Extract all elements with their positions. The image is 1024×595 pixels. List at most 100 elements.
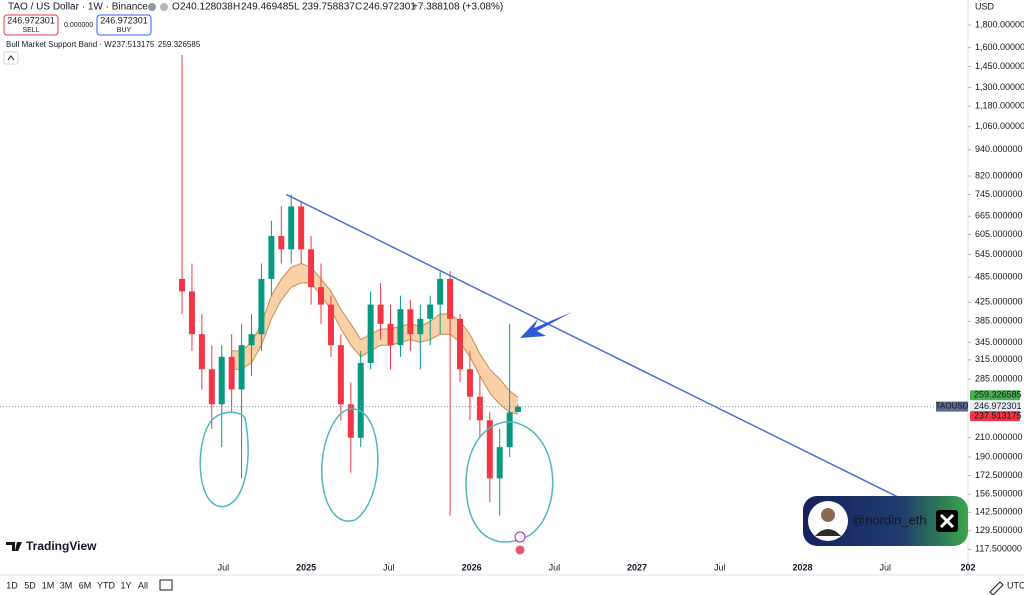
x-tick-label: 2027 xyxy=(627,562,647,572)
x-tick-label: 2025 xyxy=(296,562,316,572)
candle-body xyxy=(437,278,444,305)
price-tag xyxy=(970,390,1020,401)
candle-body xyxy=(427,304,434,319)
candle-body xyxy=(218,356,225,405)
y-tick-label: 1,180.000000 xyxy=(975,100,1024,110)
price-tag xyxy=(970,411,1020,422)
y-tick-label: 142.500000 xyxy=(975,507,1023,517)
y-tick-label: 345.000000 xyxy=(975,337,1023,347)
y-tick-label: 820.000000 xyxy=(975,170,1023,180)
range-button[interactable]: All xyxy=(138,580,148,590)
ohlc-letter: L xyxy=(294,2,300,13)
candle-body xyxy=(188,291,195,335)
date-range-icon[interactable] xyxy=(159,579,173,591)
y-tick-label: 1,060.000000 xyxy=(975,121,1024,131)
collapse-icon xyxy=(7,55,15,61)
buy-price: 246.972301 xyxy=(100,15,148,25)
candle-body xyxy=(447,278,454,319)
candle-body xyxy=(298,206,305,250)
candle-body xyxy=(308,249,315,288)
x-tick-label: 2026 xyxy=(462,562,482,572)
candle-body xyxy=(179,278,186,292)
y-tick-label: 1,300.000000 xyxy=(975,82,1024,92)
candle-body xyxy=(347,404,354,438)
buy-button[interactable] xyxy=(96,14,152,36)
x-tick-label: Jul xyxy=(549,562,561,572)
ruler-icon[interactable] xyxy=(989,581,1004,595)
status-icon xyxy=(148,3,156,11)
price-tag-label: 259.326585 xyxy=(974,390,1022,400)
y-tick-label: 425.000000 xyxy=(975,297,1023,307)
y-tick-label: 1,450.000000 xyxy=(975,61,1024,71)
y-tick-label: 315.000000 xyxy=(975,354,1023,364)
candle-body xyxy=(258,278,265,335)
event-icon[interactable] xyxy=(514,544,526,556)
band-line xyxy=(231,263,519,398)
candle-body xyxy=(357,362,364,438)
badge-handle: @nordin_eth xyxy=(852,512,927,527)
y-tick-label: 545.000000 xyxy=(975,249,1023,259)
event-icon[interactable] xyxy=(514,531,526,543)
watermark: TradingView xyxy=(6,539,97,553)
spread: 0.000000 xyxy=(64,22,93,29)
range-button[interactable]: 3M xyxy=(60,580,73,590)
range-button[interactable]: 1D xyxy=(6,580,18,590)
ohlc-legend: O 240.128038 H 249.469485 L 239.758837 C 246.97… xyxy=(172,2,503,13)
plot-area xyxy=(0,54,968,516)
range-button[interactable]: 1M xyxy=(42,580,55,590)
ohlc-change: +7.388108 (+3.08%) xyxy=(412,2,503,13)
y-tick-label: 745.000000 xyxy=(975,189,1023,199)
candle-body xyxy=(278,236,285,250)
y-tick-label: 665.000000 xyxy=(975,211,1023,221)
range-button[interactable]: 1Y xyxy=(120,580,131,590)
y-tick-label: 1,800.000000 xyxy=(975,19,1024,29)
y-tick-label: 940.000000 xyxy=(975,144,1023,154)
candle-body xyxy=(466,369,473,397)
avatar-body xyxy=(815,529,841,536)
candle-body xyxy=(288,206,295,250)
indicator-value: 259.326585 xyxy=(158,40,201,49)
indicator-value: 237.513175 xyxy=(112,40,155,49)
y-tick-label: 129.500000 xyxy=(975,525,1023,535)
candle-body xyxy=(486,420,493,479)
candle-body xyxy=(248,334,255,346)
logo-icon xyxy=(6,542,22,551)
candle-body xyxy=(228,356,235,390)
candle-body xyxy=(367,304,374,363)
timezone[interactable]: UTC xyxy=(1007,580,1024,590)
circle-annotation xyxy=(199,411,249,508)
range-button[interactable]: 5D xyxy=(24,580,36,590)
symbol-tag-label: TAOUSD xyxy=(936,402,969,411)
indicator-title[interactable]: Bull Market Support Band · W xyxy=(6,40,112,49)
range-button[interactable]: YTD xyxy=(97,580,116,590)
y-tick-label: 485.000000 xyxy=(975,271,1023,281)
sell-button[interactable] xyxy=(3,14,59,36)
band-fill xyxy=(231,263,518,415)
y-tick-label: 385.000000 xyxy=(975,316,1023,326)
x-tick-label: Jul xyxy=(714,562,726,572)
candle-body xyxy=(268,236,275,279)
candle-body xyxy=(198,334,205,370)
x-tick-label: Jul xyxy=(218,562,230,572)
x-tick-label: 202 xyxy=(960,562,975,572)
ohlc-value: 246.972301 xyxy=(363,2,416,13)
y-tick-label: 210.000000 xyxy=(975,432,1023,442)
y-tick-label: 605.000000 xyxy=(975,229,1023,239)
y-axis: 1,800.000000 1,600.000000 1,450.000000 1,30… xyxy=(936,19,1024,553)
x-tick-label: Jul xyxy=(383,562,395,572)
range-button[interactable]: 6M xyxy=(79,580,92,590)
candle-body xyxy=(377,304,384,324)
arrow-annotation xyxy=(520,312,572,338)
logo-text: TradingView xyxy=(26,539,97,553)
ohlc-letter: C xyxy=(355,2,362,13)
price-tag-label: 246.972301 xyxy=(974,401,1022,411)
candle-body xyxy=(387,323,394,346)
buy-label: BUY xyxy=(117,27,132,34)
collapse-button[interactable] xyxy=(3,51,19,65)
ohlc-letter: O xyxy=(172,2,180,13)
candle-body xyxy=(506,412,513,448)
y-tick-label: 172.500000 xyxy=(975,470,1023,480)
symbol-title[interactable]: TAO / US Dollar · 1W · Binance xyxy=(8,2,148,13)
